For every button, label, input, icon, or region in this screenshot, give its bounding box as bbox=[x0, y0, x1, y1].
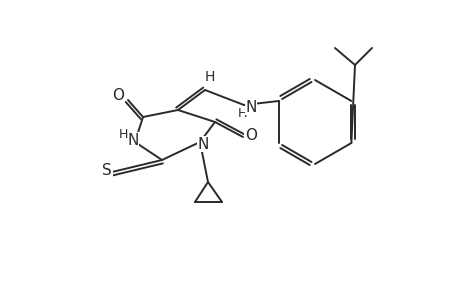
Text: O: O bbox=[112, 88, 124, 103]
Text: H: H bbox=[237, 106, 246, 119]
Text: N: N bbox=[197, 136, 208, 152]
Text: N: N bbox=[245, 100, 256, 115]
Text: N: N bbox=[127, 133, 138, 148]
Text: O: O bbox=[245, 128, 257, 142]
Text: H: H bbox=[118, 128, 128, 140]
Text: S: S bbox=[102, 163, 112, 178]
Text: H: H bbox=[204, 70, 215, 84]
